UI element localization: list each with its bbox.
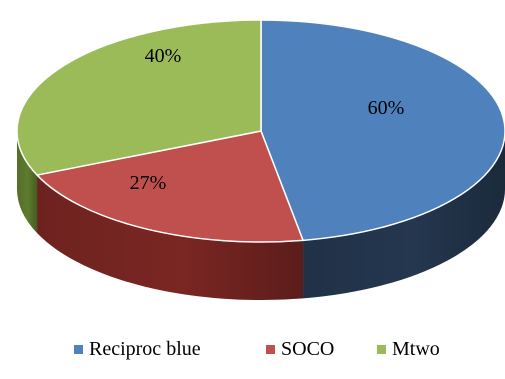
legend-swatch-soco xyxy=(266,345,275,354)
slice-label-mtwo: 40% xyxy=(145,45,182,67)
legend-label-reciproc-blue: Reciproc blue xyxy=(89,338,201,360)
slice-label-soco: 27% xyxy=(130,172,167,194)
pie-side-shade-mtwo xyxy=(16,131,38,234)
pie-slice-soco xyxy=(36,130,304,243)
legend-swatch-mtwo xyxy=(377,345,386,354)
pie-side-shade-soco xyxy=(37,175,304,301)
pie-sides xyxy=(16,131,505,301)
slice-label-reciproc-blue: 60% xyxy=(368,97,405,119)
pie-side-shade-reciproc-blue xyxy=(303,131,505,299)
legend-swatch-reciproc-blue xyxy=(74,345,83,354)
legend: Reciproc blue SOCO Mtwo xyxy=(74,338,440,360)
pie-slice-reciproc-blue xyxy=(260,19,505,242)
slice-labels: 60% 27% 40% xyxy=(130,45,405,194)
pie-tops xyxy=(16,19,505,243)
legend-label-mtwo: Mtwo xyxy=(392,338,440,360)
pie-slice-mtwo xyxy=(16,19,262,176)
legend-label-soco: SOCO xyxy=(281,338,334,360)
